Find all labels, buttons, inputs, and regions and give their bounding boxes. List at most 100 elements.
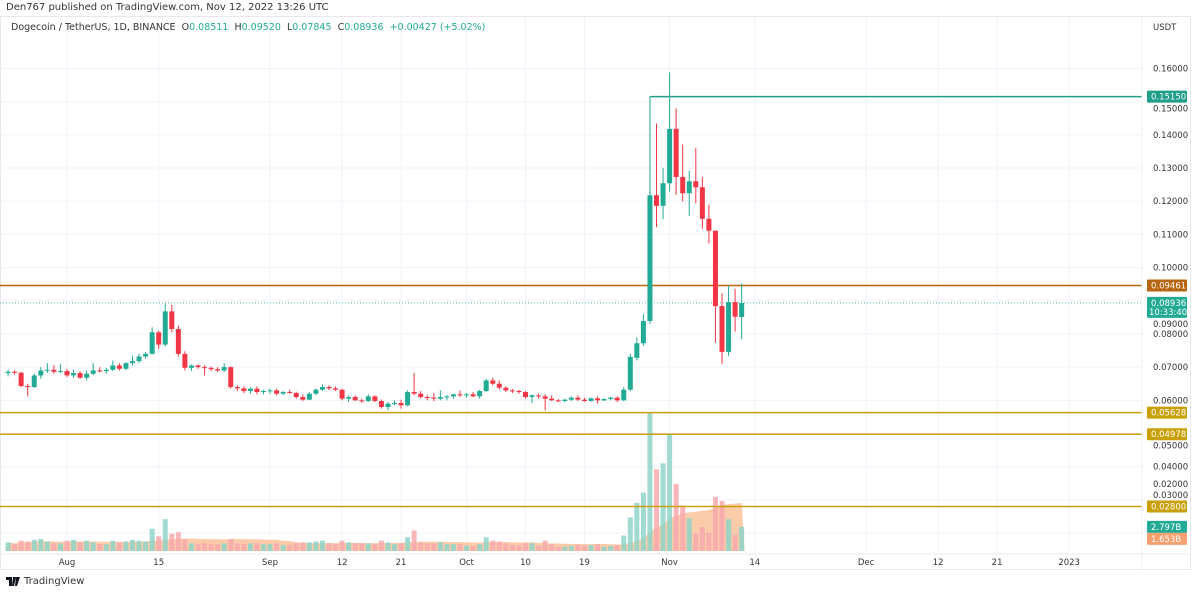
- candle: [503, 386, 509, 393]
- volume-bar: [680, 505, 686, 551]
- price-axis[interactable]: 0.16000 0.15000 0.14000 0.13000 0.12000 0.110…: [1141, 17, 1188, 570]
- candle-body: [608, 397, 614, 400]
- price-tick-label: 0.04000: [1153, 463, 1188, 473]
- price-tick-label: 0.05000: [1153, 442, 1188, 452]
- volume-bar: [627, 517, 633, 551]
- candle-body: [529, 395, 535, 398]
- volume-bar: [182, 538, 188, 551]
- candle: [614, 396, 620, 402]
- candle: [431, 393, 437, 401]
- open-label: O: [181, 22, 190, 33]
- candle-body: [392, 402, 397, 404]
- candle-body: [503, 387, 509, 391]
- candle: [64, 368, 70, 378]
- candle-body: [202, 367, 208, 369]
- candle-body: [372, 396, 378, 401]
- candle-body: [739, 302, 745, 317]
- candle-body: [346, 397, 352, 399]
- candle: [378, 399, 384, 409]
- high-value: 0.09520: [241, 22, 281, 33]
- candle: [51, 365, 57, 374]
- volume-bar: [444, 544, 450, 551]
- tradingview-footer[interactable]: TradingView: [6, 576, 84, 587]
- volume-bar: [293, 543, 299, 551]
- candle: [136, 353, 142, 364]
- symbol-name: Dogecoin / TetherUS, 1D, BINANCE: [11, 22, 176, 33]
- date-tick-label: 21: [992, 558, 1003, 568]
- candle-body: [156, 332, 162, 345]
- candle: [719, 293, 725, 365]
- candle-body: [31, 375, 37, 388]
- candle: [509, 389, 515, 394]
- price-tick-label: 0.06000: [1153, 396, 1188, 406]
- candle: [726, 285, 732, 356]
- volume-bar: [739, 526, 745, 551]
- candle: [31, 373, 37, 388]
- volume-bar: [483, 537, 489, 551]
- volume-bar: [686, 518, 692, 551]
- candle-body: [339, 389, 345, 399]
- volume-bar: [306, 542, 312, 551]
- low-label: L: [286, 22, 293, 33]
- volume-bar: [130, 539, 135, 551]
- volume-bar: [575, 544, 581, 551]
- volume-bar: [437, 542, 443, 551]
- candle-body: [44, 369, 50, 371]
- candle: [103, 367, 109, 374]
- date-tick-label: Dec: [858, 558, 875, 568]
- candle-body: [365, 396, 371, 401]
- candle: [496, 380, 502, 390]
- candle-body: [444, 396, 450, 398]
- candle-body: [90, 370, 96, 374]
- volume-bar: [398, 543, 404, 551]
- candle: [326, 385, 332, 391]
- date-tick-label: Oct: [459, 558, 474, 568]
- last-price-badge-bg: [1147, 296, 1187, 318]
- candle-body: [313, 389, 319, 394]
- candle-body: [464, 394, 470, 396]
- volume-bar: [77, 542, 83, 551]
- candle-body: [378, 400, 384, 407]
- candle-body: [77, 373, 83, 378]
- date-tick-label: Aug: [59, 558, 76, 568]
- volume-bar: [405, 537, 411, 551]
- candle-body: [575, 397, 581, 400]
- candle: [667, 72, 673, 192]
- candle: [25, 383, 31, 397]
- candle-body: [680, 176, 686, 194]
- volume-bar: [595, 544, 601, 551]
- volume-bar: [195, 544, 201, 551]
- volume-bar: [149, 528, 155, 551]
- volume-bar: [516, 545, 522, 551]
- candle: [581, 397, 587, 402]
- candle-body: [319, 387, 325, 390]
- tradingview-logo-icon: [6, 577, 20, 586]
- volume-bar: [123, 541, 129, 551]
- candle: [234, 385, 240, 392]
- level-price-badge: 0.09461: [1151, 281, 1186, 291]
- candle-body: [38, 370, 44, 376]
- candle: [261, 389, 266, 395]
- candle: [182, 351, 188, 371]
- candle: [116, 363, 122, 371]
- volume-bar: [640, 492, 646, 551]
- date-tick-label: 19: [579, 558, 590, 568]
- candle-body: [228, 367, 234, 388]
- candle: [346, 395, 352, 402]
- candle: [457, 390, 463, 398]
- chart-frame: [0, 16, 1191, 570]
- volume-bar: [536, 545, 542, 551]
- candle-body: [601, 399, 607, 401]
- candle: [254, 386, 260, 395]
- candle-body: [359, 400, 365, 402]
- candle-body: [5, 371, 11, 374]
- volume-bar: [71, 539, 77, 551]
- candle: [195, 364, 201, 369]
- candle: [169, 304, 175, 333]
- volume-bar: [280, 544, 286, 551]
- volume-bar: [221, 543, 227, 551]
- candle: [84, 370, 90, 381]
- candle-body: [654, 195, 659, 206]
- time-axis[interactable]: Aug 15 Sep 12 21 Oct 10 19 Nov 14 Dec 12 21 2023: [0, 553, 1190, 568]
